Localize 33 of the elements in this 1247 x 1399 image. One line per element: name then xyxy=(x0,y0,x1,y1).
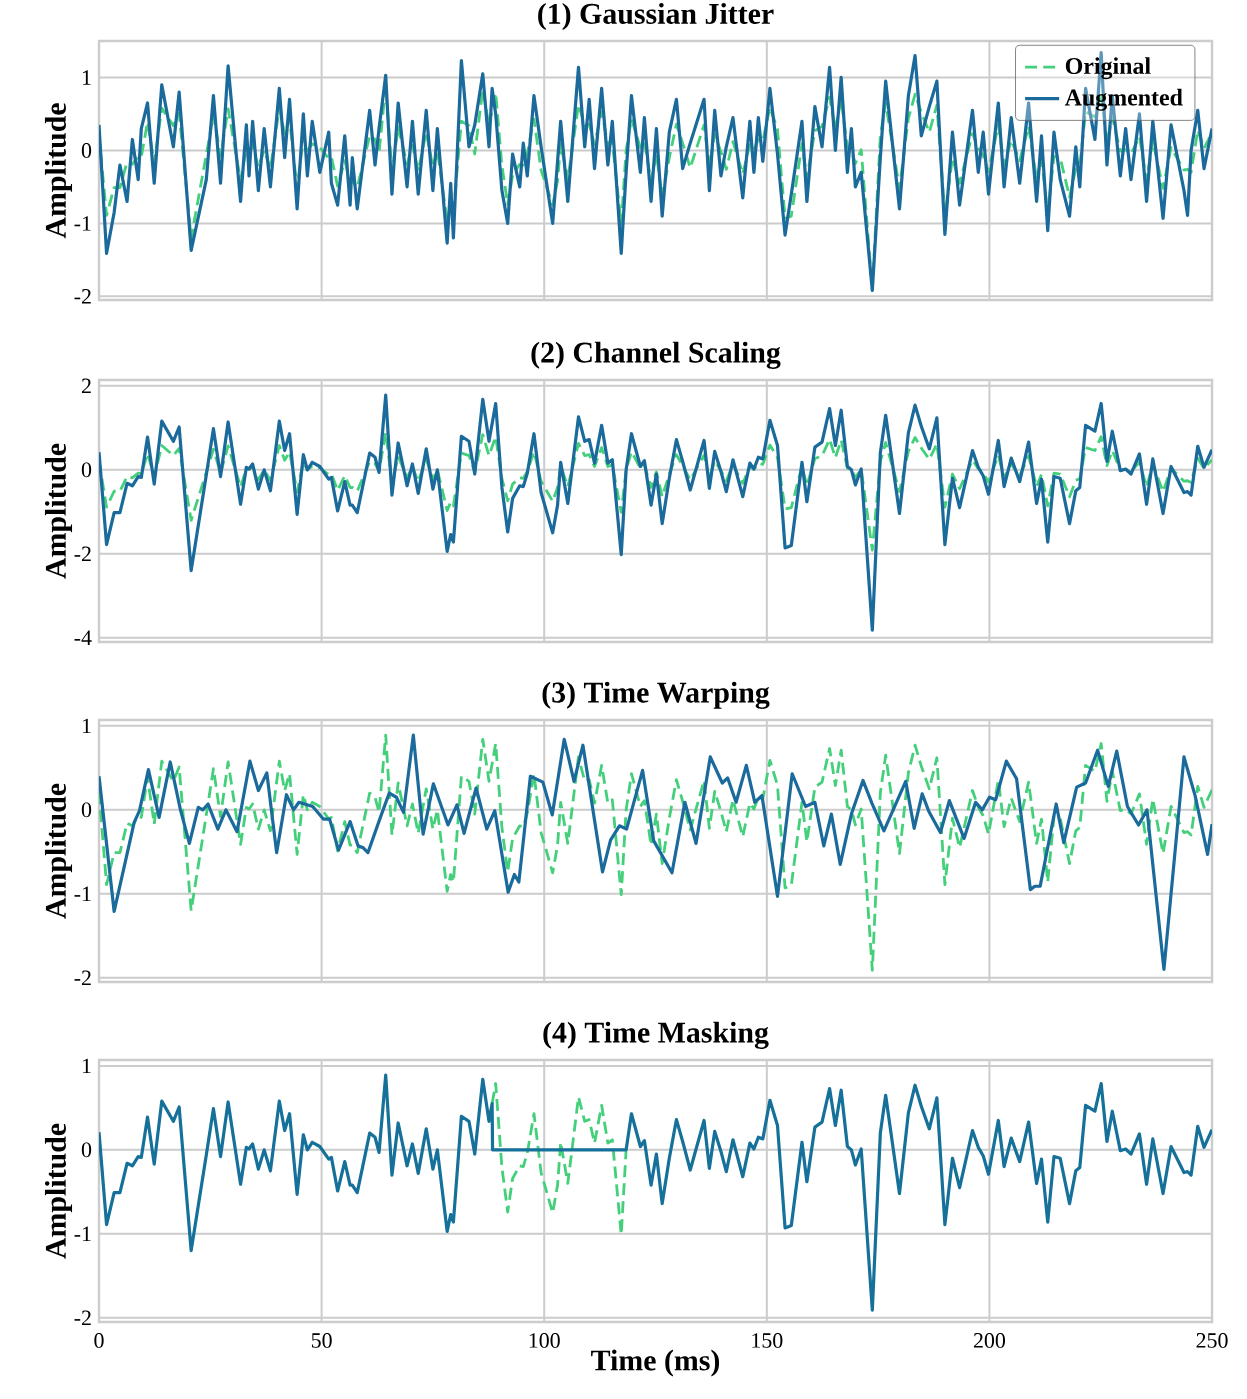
y-axis-title: Amplitude xyxy=(44,443,73,579)
y-tick-label: -2 xyxy=(74,546,91,562)
y-tick-label: -1 xyxy=(74,886,91,902)
y-tick-label: 0 xyxy=(81,462,92,478)
x-tick-label: 50 xyxy=(311,1333,332,1348)
x-tick-label: 0 xyxy=(94,1333,104,1348)
y-axis-title: Amplitude xyxy=(44,103,73,239)
x-axis-title: Time (ms) xyxy=(591,1349,720,1377)
y-tick-label: -2 xyxy=(74,289,91,304)
chart-title: (3) Time Warping xyxy=(542,681,770,709)
y-tick-label: -2 xyxy=(74,970,91,986)
line-series xyxy=(99,393,1213,632)
y-tick-label: 0 xyxy=(81,802,92,818)
chart-title: (4) Time Masking xyxy=(543,1021,769,1049)
y-tick-label: 1 xyxy=(82,70,91,85)
y-tick-label: 0 xyxy=(81,143,92,158)
chart-title: (2) Channel Scaling xyxy=(531,341,781,369)
x-tick-label: 150 xyxy=(752,1333,783,1348)
y-tick-label: 0 xyxy=(81,1142,92,1158)
y-axis-title: Amplitude xyxy=(44,783,73,919)
y-tick-label: -2 xyxy=(74,1310,91,1326)
y-axis-title: Amplitude xyxy=(44,1123,73,1259)
line-series xyxy=(99,1073,1213,1312)
y-tick-label: 1 xyxy=(82,1058,91,1074)
x-tick-label: 250 xyxy=(1196,1333,1228,1348)
x-tick-label: 200 xyxy=(973,1333,1006,1348)
y-tick-label: -1 xyxy=(74,216,91,231)
y-tick-label: -4 xyxy=(74,630,92,646)
chart-title: (1) Gaussian Jitter xyxy=(538,2,774,30)
y-tick-label: -1 xyxy=(74,1226,91,1242)
y-tick-label: 1 xyxy=(82,718,91,734)
x-tick-label: 100 xyxy=(529,1333,560,1348)
y-tick-label: 2 xyxy=(81,378,91,394)
